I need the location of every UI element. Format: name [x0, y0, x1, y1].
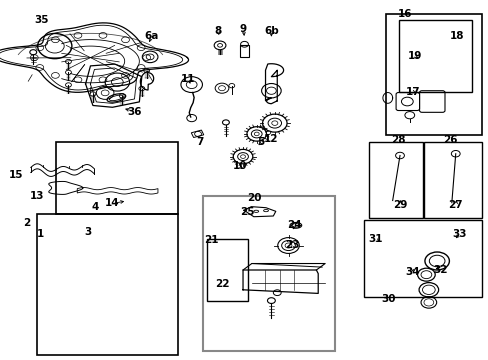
- Text: 36: 36: [127, 107, 142, 117]
- Text: 27: 27: [447, 200, 462, 210]
- Bar: [37, 214, 178, 355]
- Bar: [386, 14, 481, 135]
- Text: 19: 19: [407, 51, 421, 61]
- Bar: [364, 220, 481, 297]
- Text: 20: 20: [246, 193, 261, 203]
- Text: 24: 24: [286, 220, 301, 230]
- Text: 31: 31: [367, 234, 382, 244]
- Text: 8: 8: [214, 26, 221, 36]
- Bar: [398, 20, 471, 92]
- Bar: [191, 130, 203, 138]
- Text: 12: 12: [264, 134, 278, 144]
- Text: 13: 13: [29, 191, 44, 201]
- Text: 11: 11: [181, 74, 195, 84]
- Text: 9: 9: [240, 24, 246, 34]
- Text: 21: 21: [203, 235, 218, 246]
- Text: 30: 30: [381, 294, 395, 304]
- Text: 6a: 6a: [144, 31, 159, 41]
- Text: 17: 17: [405, 87, 420, 97]
- Text: 33: 33: [451, 229, 466, 239]
- Text: 10: 10: [232, 161, 246, 171]
- Text: 15: 15: [8, 170, 23, 180]
- Text: 7: 7: [195, 137, 203, 147]
- Text: 29: 29: [392, 200, 407, 210]
- Text: 6b: 6b: [264, 26, 278, 36]
- Text: 25: 25: [239, 207, 254, 217]
- Text: 35: 35: [34, 15, 49, 25]
- Text: 5: 5: [257, 137, 264, 147]
- Text: 23: 23: [285, 240, 299, 250]
- Bar: [56, 142, 178, 214]
- Bar: [203, 196, 334, 351]
- Text: 1: 1: [37, 229, 43, 239]
- Bar: [424, 142, 481, 218]
- Text: 34: 34: [404, 267, 419, 277]
- Bar: [368, 142, 422, 218]
- Text: 2: 2: [23, 218, 30, 228]
- Bar: [206, 239, 247, 301]
- Text: 16: 16: [397, 9, 411, 19]
- Text: 26: 26: [442, 135, 456, 145]
- Text: 4: 4: [91, 202, 99, 212]
- Bar: [239, 45, 249, 57]
- Text: 28: 28: [390, 135, 405, 145]
- Text: 3: 3: [84, 227, 91, 237]
- Text: 32: 32: [432, 265, 447, 275]
- Text: 18: 18: [449, 31, 464, 41]
- Text: 22: 22: [215, 279, 229, 289]
- Text: 14: 14: [105, 198, 120, 208]
